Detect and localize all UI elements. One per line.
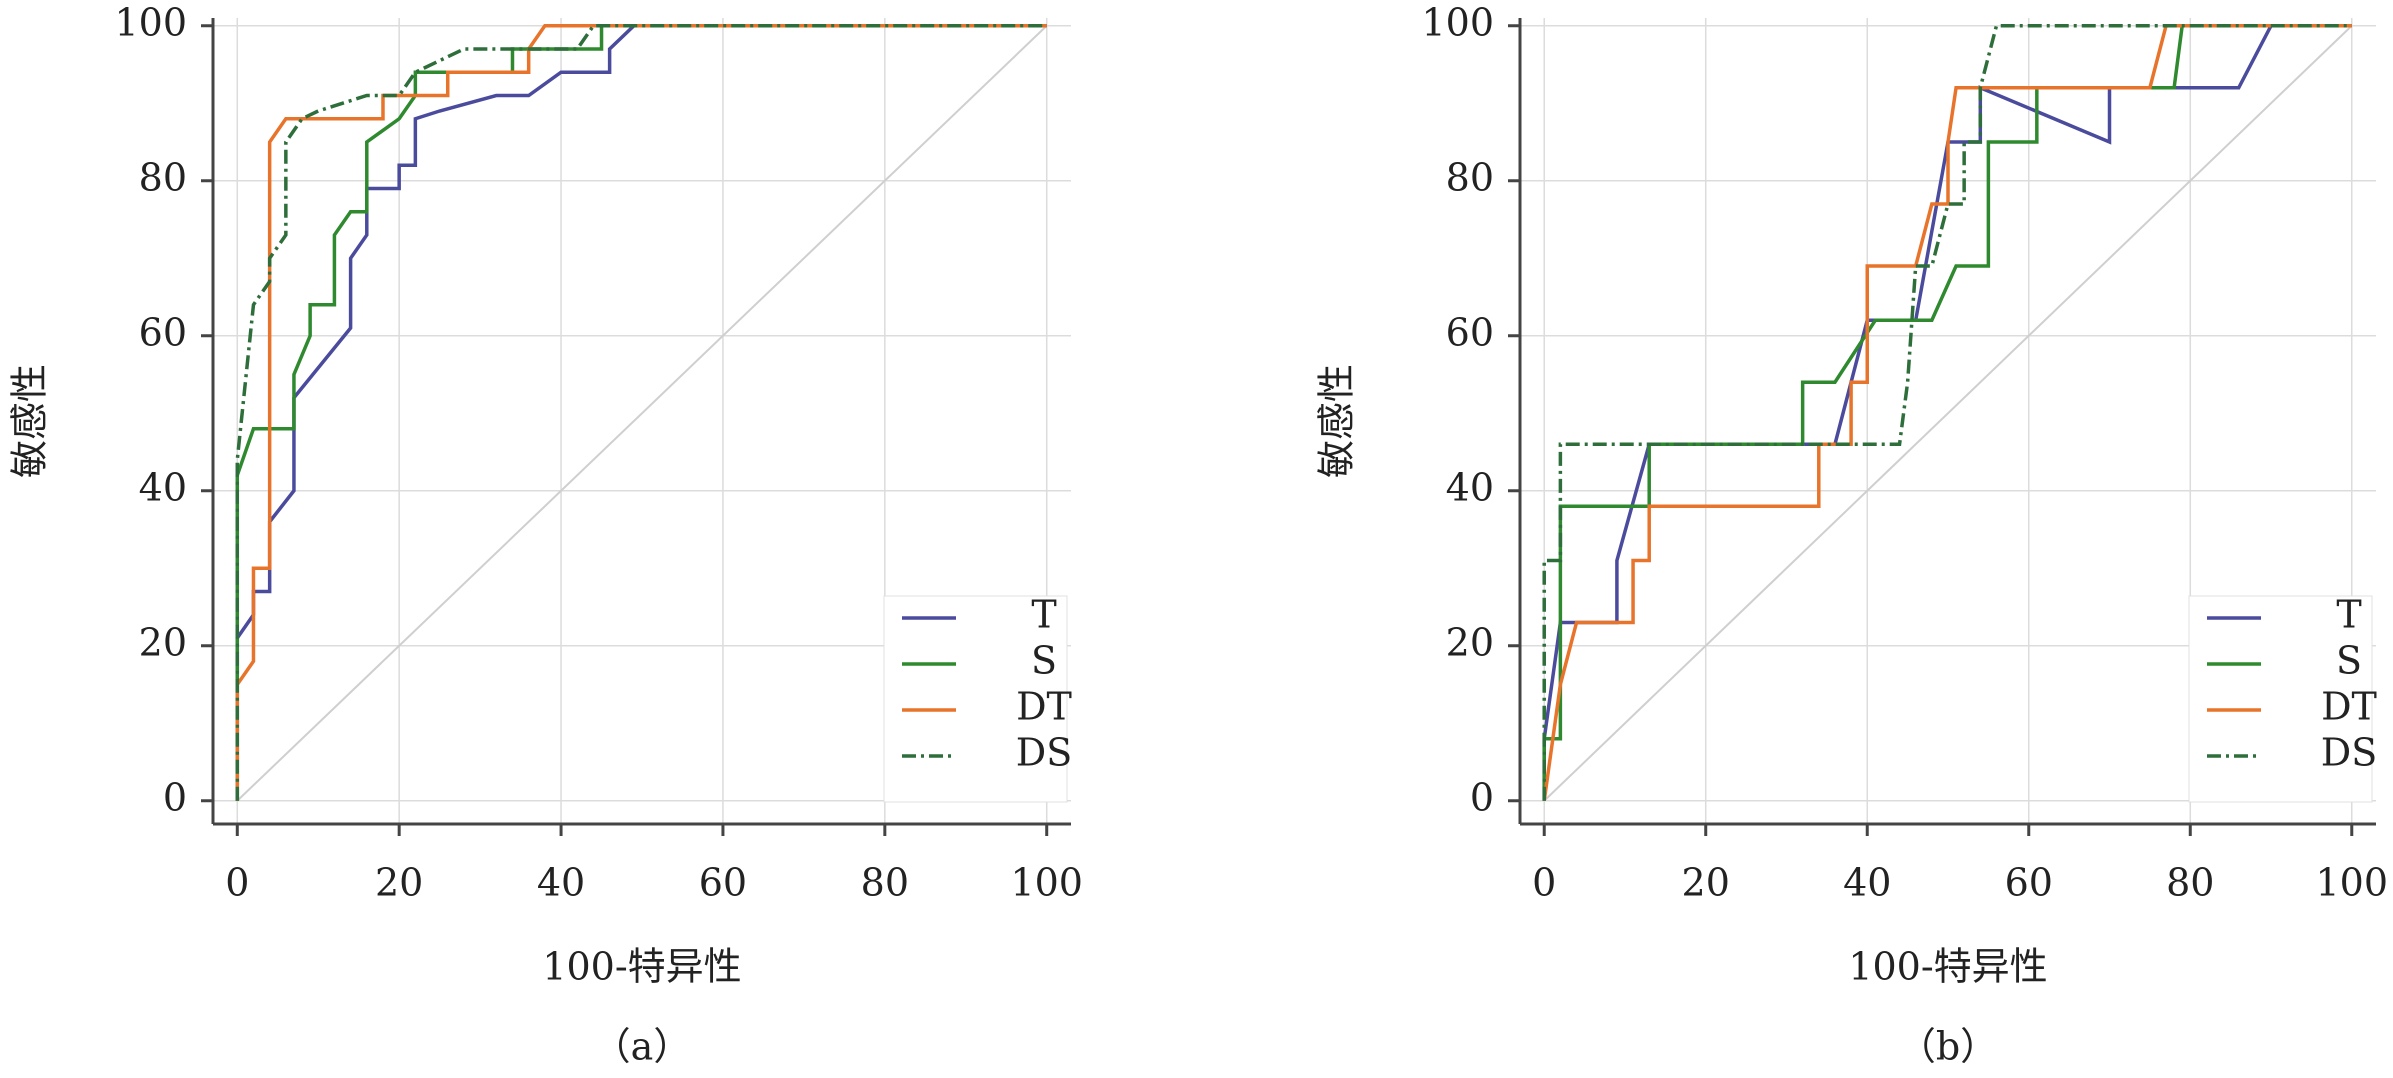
legend-label: T	[1031, 593, 1056, 637]
roc-curve	[235, 24, 1047, 801]
x-tick-label: 20	[375, 861, 423, 905]
y-tick-label: 100	[114, 0, 187, 44]
y-axis-label: 敏感性	[1315, 364, 1359, 478]
legend-label: DT	[1016, 685, 1072, 729]
reference-line	[236, 25, 1048, 802]
legend-label: S	[1031, 639, 1057, 683]
y-tick-label: 40	[139, 465, 187, 509]
x-axis-label: 100-特异性	[1848, 945, 2047, 989]
legend-box	[883, 595, 1068, 803]
x-tick-label: 0	[225, 861, 249, 905]
y-tick-label: 20	[1446, 620, 1494, 664]
x-tick-label: 60	[2005, 861, 2053, 905]
y-tick-label: 80	[1446, 155, 1494, 199]
x-tick-label: 100	[2316, 861, 2389, 905]
caption: （b）	[1898, 1025, 1998, 1069]
x-tick-label: 80	[861, 861, 909, 905]
y-axis-label: 敏感性	[8, 364, 52, 478]
reference-line	[1543, 25, 2353, 802]
roc-curve	[1542, 24, 2352, 801]
legend-label: DT	[2321, 685, 2377, 729]
x-tick-label: 80	[2166, 861, 2214, 905]
legend-label: T	[2336, 593, 2361, 637]
x-tick-label: 60	[699, 861, 747, 905]
y-tick-label: 20	[139, 620, 187, 664]
legend-label: DS	[2321, 731, 2378, 775]
x-tick-label: 100	[1010, 861, 1083, 905]
legend-label: S	[2336, 639, 2362, 683]
roc-curve	[235, 24, 1047, 801]
y-tick-label: 0	[163, 775, 187, 819]
y-tick-label: 40	[1446, 465, 1494, 509]
x-axis-label: 100-特异性	[542, 945, 741, 989]
y-tick-label: 60	[1446, 310, 1494, 354]
x-tick-label: 40	[1843, 861, 1891, 905]
y-tick-label: 0	[1470, 775, 1494, 819]
x-tick-label: 40	[537, 861, 585, 905]
roc-curve	[1542, 24, 2352, 801]
roc-curve	[235, 24, 1047, 801]
legend-label: DS	[1016, 731, 1073, 775]
y-tick-label: 100	[1421, 0, 1494, 44]
x-tick-label: 20	[1682, 861, 1730, 905]
caption: （a）	[593, 1025, 692, 1069]
x-tick-label: 0	[1532, 861, 1556, 905]
y-tick-label: 60	[139, 310, 187, 354]
legend-box	[2188, 595, 2373, 803]
roc-curve	[235, 24, 1047, 801]
y-tick-label: 80	[139, 155, 187, 199]
